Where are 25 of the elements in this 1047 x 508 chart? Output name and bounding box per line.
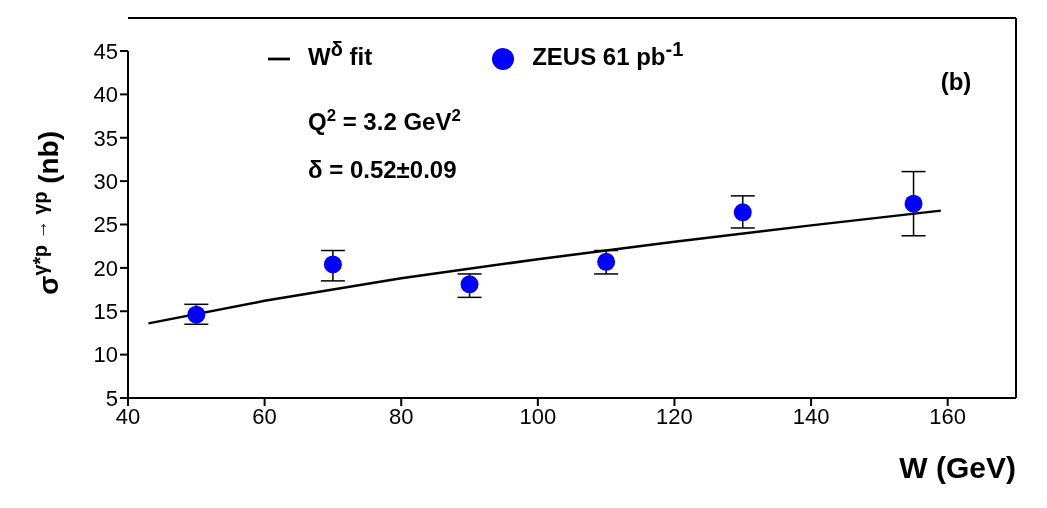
x-tick-label: 140: [792, 403, 830, 429]
y-tick-label: 10: [93, 342, 118, 368]
y-tick-label: 35: [93, 125, 118, 151]
y-tick-label: 20: [93, 255, 118, 281]
point: [460, 275, 479, 294]
legend-label: ZEUS 61 pb$^{-1}$: [532, 38, 684, 70]
x-tick-label: 60: [252, 403, 277, 429]
y-tick-label: 45: [93, 38, 118, 64]
x-tick-label: 100: [519, 403, 557, 429]
point: [904, 194, 923, 213]
y-tick-label: 5: [105, 385, 118, 411]
y-tick-label: 25: [93, 212, 118, 238]
y-tick-label: 15: [93, 299, 118, 325]
legend-label: W$^{δ}$ fit: [308, 38, 373, 70]
x-tick-label: 120: [656, 403, 693, 429]
annotation: Q$^{2}$ = 3.2 GeV$^{2}$: [308, 105, 461, 135]
y-tick-label: 40: [93, 82, 118, 108]
annotation: (b): [940, 68, 972, 95]
y-tick-label: 30: [93, 168, 118, 194]
x-tick-label: 80: [388, 403, 414, 429]
x-tick-label: 160: [929, 403, 967, 429]
point: [323, 255, 342, 274]
annotation: δ = 0.52±0.09: [308, 156, 457, 183]
point: [733, 203, 752, 222]
x-axis-title: W (GeV): [899, 451, 1016, 484]
